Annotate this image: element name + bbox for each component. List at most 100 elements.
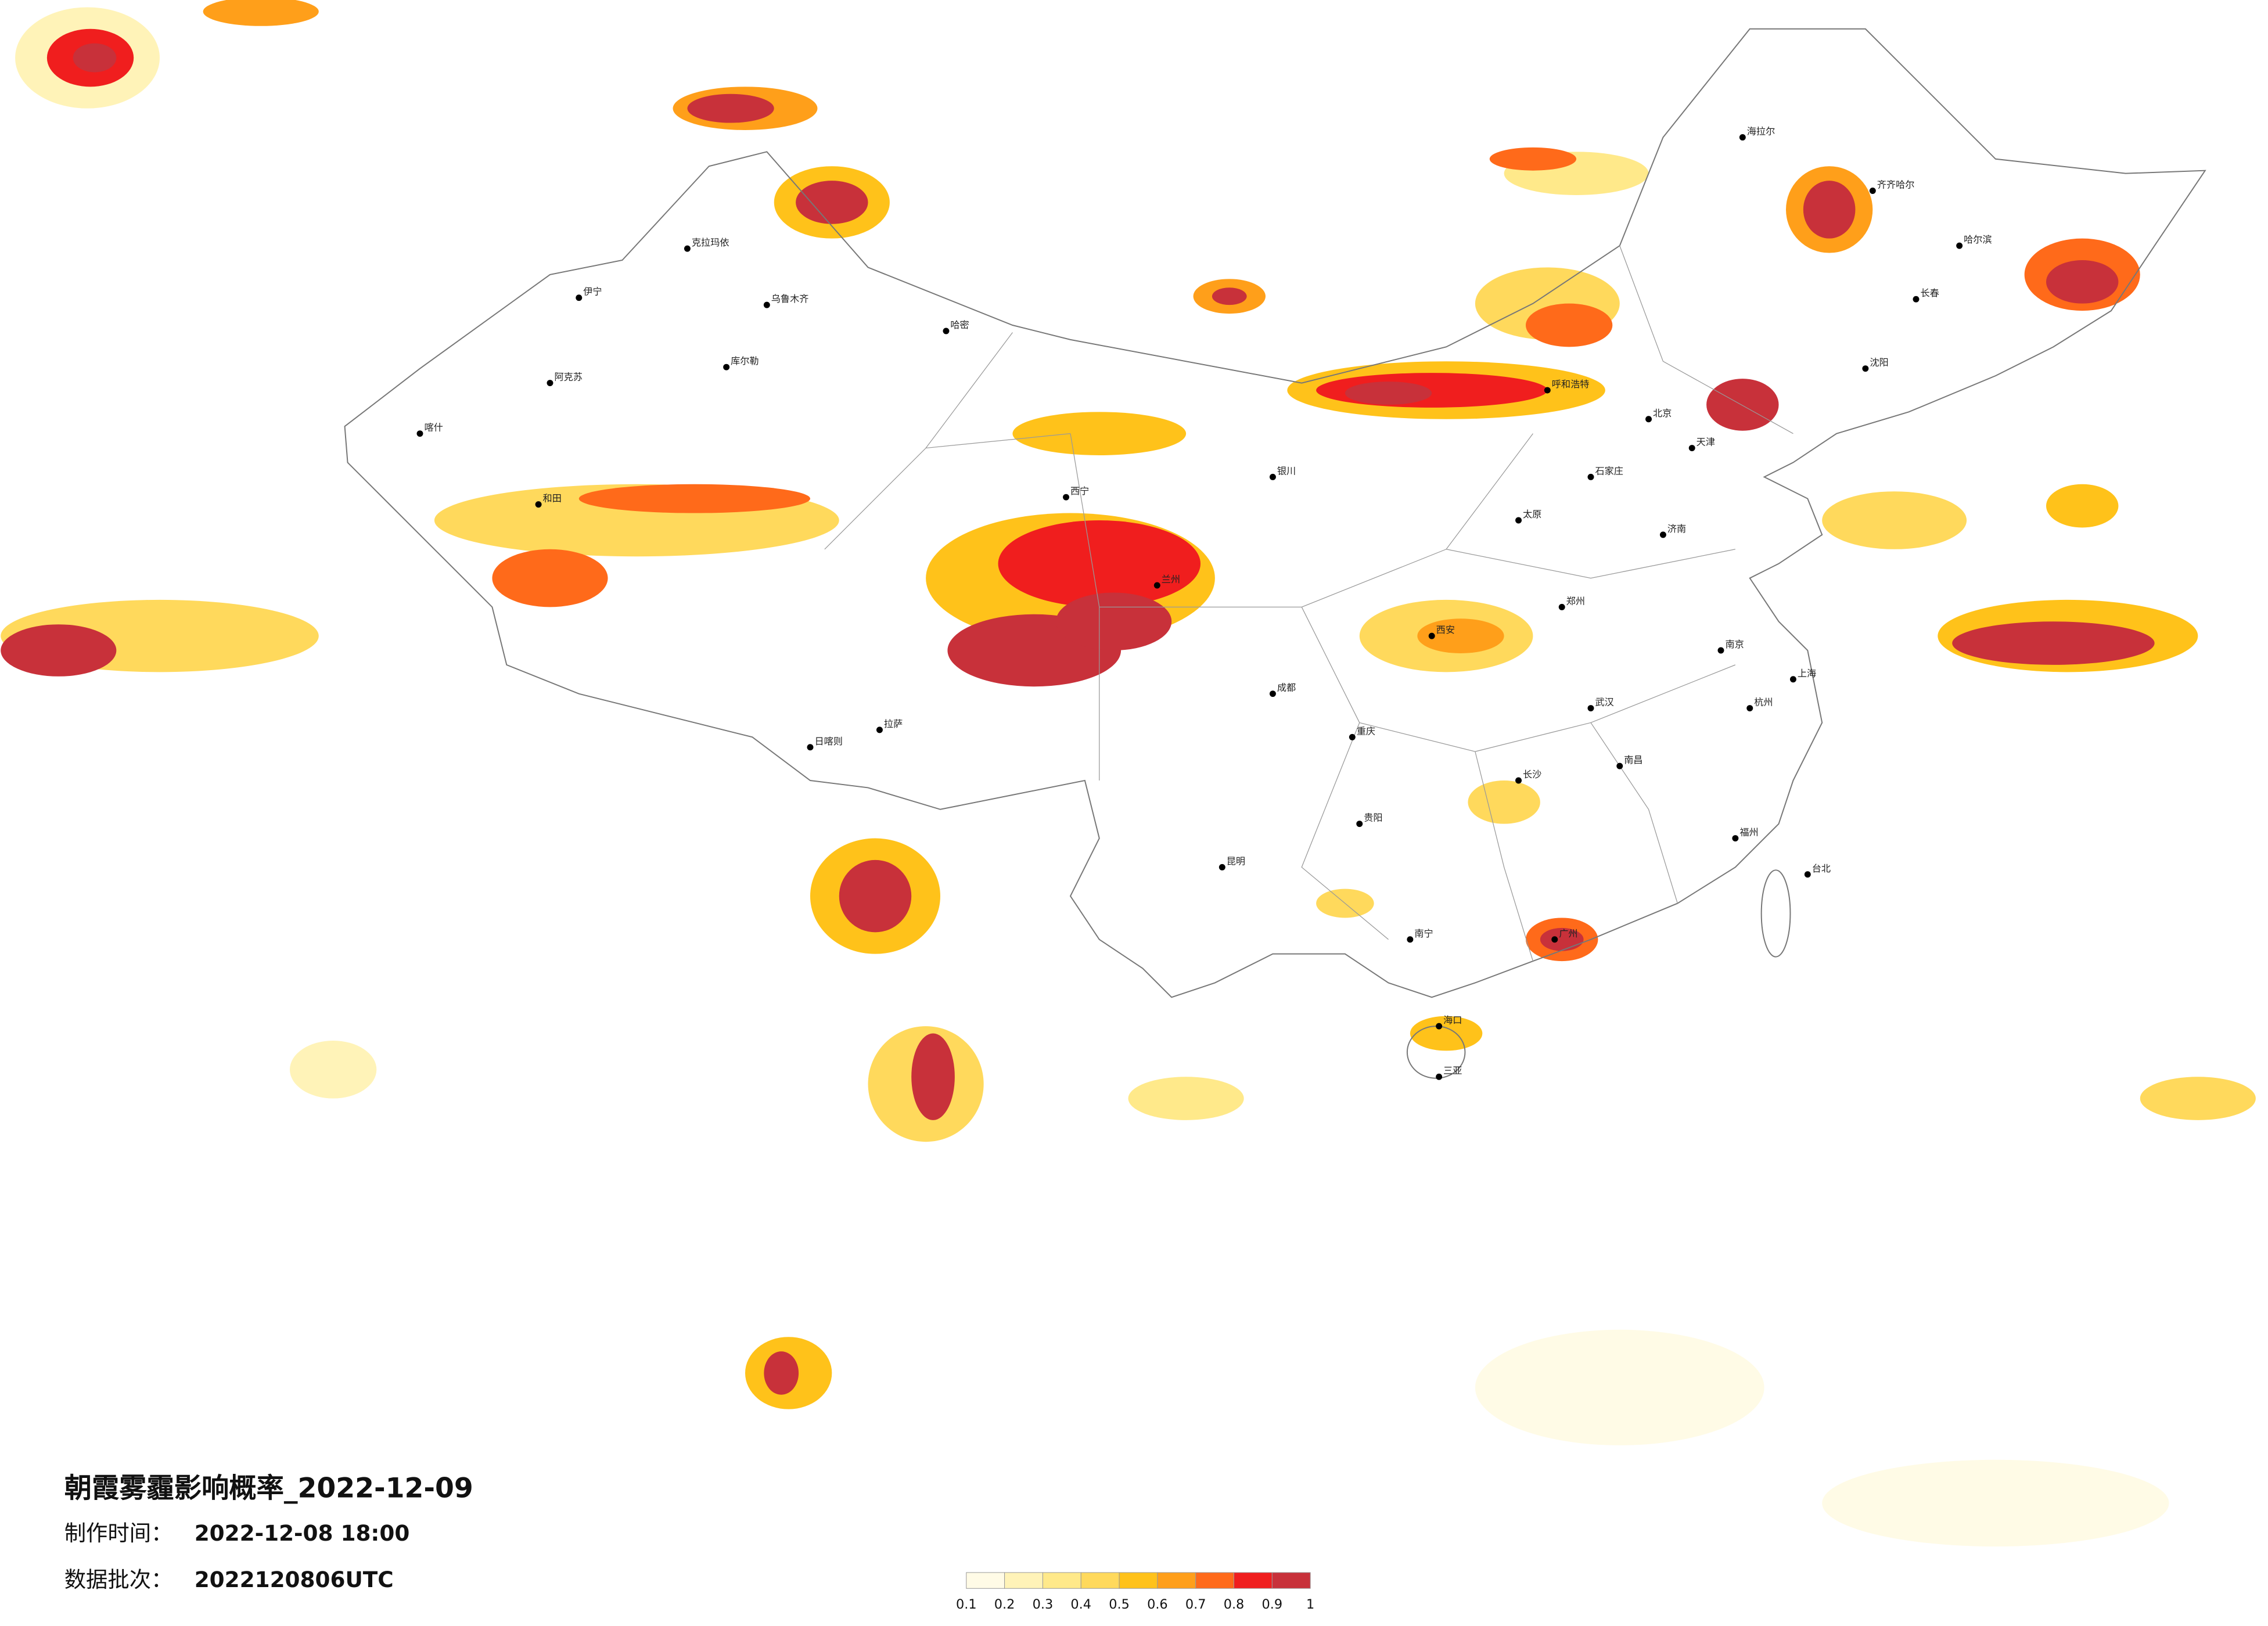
haze-patch xyxy=(1525,303,1613,347)
legend-swatch xyxy=(1042,1572,1081,1589)
city-dot xyxy=(1407,936,1414,943)
haze-layer xyxy=(1,0,2256,1547)
city-dot xyxy=(1616,762,1623,769)
city-label: 郑州 xyxy=(1566,595,1585,606)
batch-label: 数据批次： xyxy=(64,1567,173,1592)
legend-swatch xyxy=(1119,1572,1158,1589)
haze-patch xyxy=(1056,592,1172,650)
legend-tick-label: 0.8 xyxy=(1224,1597,1245,1612)
haze-patch xyxy=(1489,147,1577,171)
city-label: 南昌 xyxy=(1624,754,1642,765)
haze-patch xyxy=(839,859,912,933)
city-label: 海拉尔 xyxy=(1747,125,1775,136)
city-label: 天津 xyxy=(1696,437,1715,448)
city-label: 石家庄 xyxy=(1595,465,1623,476)
haze-patch xyxy=(2140,1077,2256,1120)
city-dot xyxy=(1862,365,1869,372)
legend-tick-label: 0.5 xyxy=(1109,1597,1130,1612)
city-dot xyxy=(1956,242,1963,249)
city-dot xyxy=(1869,188,1876,195)
haze-patch xyxy=(911,1033,955,1120)
haze-patch xyxy=(2046,484,2119,528)
city-label: 伊宁 xyxy=(583,286,602,297)
city-dot xyxy=(807,744,814,751)
province-lines xyxy=(824,245,1793,962)
city-dot xyxy=(1219,864,1225,870)
city-dot xyxy=(1558,603,1565,610)
city-dot xyxy=(1804,871,1811,878)
haze-patch xyxy=(796,181,868,224)
city-label: 乌鲁木齐 xyxy=(771,293,809,304)
city-label: 哈尔滨 xyxy=(1964,234,1992,245)
city-dot xyxy=(1789,676,1796,683)
city-label: 喀什 xyxy=(424,422,443,433)
city-label: 福州 xyxy=(1739,827,1758,838)
city-label: 和田 xyxy=(543,493,562,504)
haze-patch xyxy=(289,1041,377,1099)
city-dot xyxy=(1063,494,1069,501)
city-label: 日喀则 xyxy=(814,736,842,747)
city-dot xyxy=(1515,517,1522,524)
city-dot xyxy=(723,364,730,370)
city-label: 西宁 xyxy=(1070,485,1089,497)
city-dot xyxy=(547,380,553,387)
city-label: 济南 xyxy=(1667,523,1686,534)
city-dot xyxy=(1717,647,1724,654)
city-label: 哈密 xyxy=(950,319,969,330)
haze-patch xyxy=(1417,618,1504,653)
city-label: 长沙 xyxy=(1523,769,1541,780)
city-label: 南宁 xyxy=(1414,928,1433,939)
made-label: 制作时间： xyxy=(64,1520,173,1546)
city-label: 台北 xyxy=(1812,863,1831,874)
batch: 2022120806UTC xyxy=(195,1567,394,1592)
city-label: 长春 xyxy=(1920,287,1939,298)
haze-patch xyxy=(1012,412,1187,455)
city-label: 重庆 xyxy=(1357,725,1375,736)
city-label: 库尔勒 xyxy=(731,355,759,366)
legend-tick-label: 0.2 xyxy=(994,1597,1015,1612)
city-dot xyxy=(1349,733,1356,740)
city-dot xyxy=(1688,445,1695,452)
city-label: 太原 xyxy=(1523,509,1541,520)
city-label: 南京 xyxy=(1725,639,1744,650)
city-label: 北京 xyxy=(1653,408,1672,419)
legend-swatch xyxy=(1157,1572,1196,1589)
city-dot xyxy=(876,726,883,733)
haze-patch xyxy=(1475,1329,1764,1445)
city-label: 克拉玛依 xyxy=(692,237,729,248)
taiwan xyxy=(1760,869,1791,958)
legend-swatch xyxy=(1195,1572,1235,1589)
legend-swatch xyxy=(966,1572,1005,1589)
city-dot xyxy=(684,245,691,252)
city-dot xyxy=(1587,705,1594,712)
haze-patch xyxy=(764,1351,799,1395)
city-dot xyxy=(1153,582,1160,589)
title: 朝霞雾霾影响概率_2022-12-09 xyxy=(64,1472,473,1504)
haze-patch xyxy=(578,484,810,513)
city-dot xyxy=(1746,705,1753,712)
city-label: 成都 xyxy=(1277,682,1296,693)
city-label: 阿克苏 xyxy=(554,372,582,383)
legend-tick-label: 1 xyxy=(1306,1597,1314,1612)
haze-patch xyxy=(1822,491,1967,549)
city-dot xyxy=(576,294,583,301)
haze-patch xyxy=(1345,382,1432,405)
haze-patch xyxy=(687,93,774,123)
legend-swatch xyxy=(1004,1572,1043,1589)
haze-patch xyxy=(73,43,117,73)
haze-patch xyxy=(998,520,1201,607)
china-outline xyxy=(344,28,2206,998)
haze-patch xyxy=(1952,621,2155,665)
legend: 0.1 0.2 0.3 0.4 0.5 0.6 0.7 0.8 0.9 1 xyxy=(956,1572,1314,1612)
city-label: 上海 xyxy=(1798,668,1816,679)
city-label: 拉萨 xyxy=(884,718,903,729)
city-dot xyxy=(1269,690,1276,697)
city-dot xyxy=(1544,387,1551,394)
haze-patch xyxy=(1540,927,1584,951)
city-label: 杭州 xyxy=(1754,697,1773,708)
city-label: 西安 xyxy=(1436,624,1455,635)
legend-swatch xyxy=(1080,1572,1120,1589)
haze-patch xyxy=(2046,260,2119,304)
